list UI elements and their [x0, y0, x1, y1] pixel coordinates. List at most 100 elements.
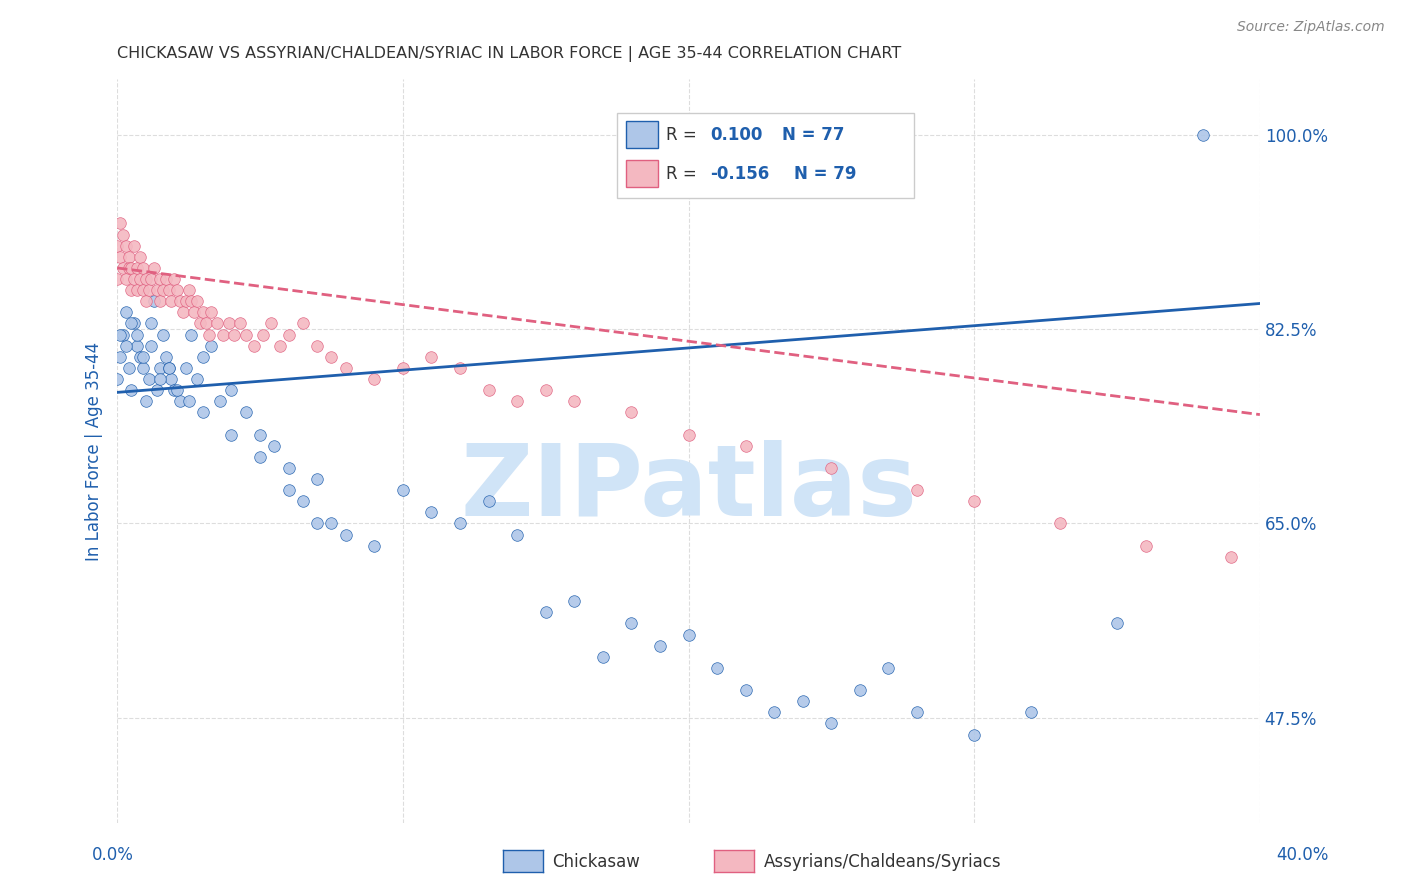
Point — [141, 272, 163, 286]
Point — [114, 305, 136, 319]
Point — [135, 272, 157, 286]
Point — [121, 383, 143, 397]
Point — [108, 327, 131, 342]
Point — [146, 383, 169, 397]
Point — [186, 372, 208, 386]
Point — [205, 317, 228, 331]
Point — [252, 327, 274, 342]
Point — [108, 250, 131, 264]
Point — [129, 272, 152, 286]
Text: ZIPatlas: ZIPatlas — [460, 440, 917, 537]
Point — [208, 394, 231, 409]
Point — [152, 327, 174, 342]
Point — [152, 283, 174, 297]
Point — [734, 439, 756, 453]
Text: 0.100: 0.100 — [710, 126, 762, 144]
Point — [792, 694, 814, 708]
Text: -0.156: -0.156 — [710, 165, 769, 183]
Point — [363, 372, 385, 386]
Point — [449, 516, 471, 531]
Point — [127, 283, 149, 297]
Point — [277, 327, 299, 342]
Point — [138, 283, 160, 297]
Text: 0.0%: 0.0% — [91, 846, 134, 863]
Text: Chickasaw: Chickasaw — [553, 853, 641, 871]
Point — [1105, 616, 1128, 631]
Point — [143, 260, 166, 275]
Point — [163, 383, 186, 397]
Point — [194, 317, 217, 331]
Point — [592, 649, 614, 664]
Point — [111, 327, 134, 342]
Point — [149, 294, 172, 309]
Point — [534, 383, 557, 397]
Point — [221, 383, 243, 397]
Point — [218, 317, 240, 331]
Point — [141, 317, 163, 331]
Point — [127, 260, 149, 275]
Point — [1135, 539, 1157, 553]
Point — [180, 294, 202, 309]
Point — [177, 394, 200, 409]
Point — [149, 360, 172, 375]
Point — [820, 716, 842, 731]
Point — [191, 305, 214, 319]
Point — [121, 260, 143, 275]
Point — [163, 272, 186, 286]
Point — [180, 327, 202, 342]
Point — [124, 317, 146, 331]
Point — [155, 272, 177, 286]
Point — [160, 372, 183, 386]
Text: R =: R = — [665, 165, 702, 183]
Point — [363, 539, 385, 553]
Point — [229, 317, 252, 331]
Point — [277, 483, 299, 498]
Point — [121, 317, 143, 331]
Point — [1021, 706, 1043, 720]
Point — [221, 427, 243, 442]
Point — [174, 360, 197, 375]
Point — [277, 461, 299, 475]
Point — [124, 272, 146, 286]
Point — [905, 706, 928, 720]
Point — [129, 350, 152, 364]
Point — [149, 272, 172, 286]
Point — [321, 350, 343, 364]
Point — [562, 594, 585, 608]
Point — [420, 505, 443, 519]
Point — [392, 360, 415, 375]
Point — [117, 260, 139, 275]
Point — [291, 494, 314, 508]
Point — [166, 283, 188, 297]
Point — [849, 683, 872, 698]
Point — [477, 494, 499, 508]
FancyBboxPatch shape — [617, 112, 914, 198]
Y-axis label: In Labor Force | Age 35-44: In Labor Force | Age 35-44 — [86, 342, 103, 561]
Point — [127, 327, 149, 342]
Point — [132, 260, 155, 275]
Point — [477, 383, 499, 397]
Point — [307, 339, 329, 353]
Point — [129, 250, 152, 264]
Point — [260, 317, 283, 331]
Text: R =: R = — [665, 126, 702, 144]
Point — [169, 394, 191, 409]
Point — [678, 427, 700, 442]
Point — [235, 405, 257, 419]
Point — [1191, 128, 1213, 142]
Point — [648, 639, 671, 653]
Point — [678, 627, 700, 641]
Point — [149, 372, 172, 386]
Point — [620, 616, 643, 631]
Point — [105, 272, 128, 286]
Point — [1049, 516, 1071, 531]
Point — [186, 294, 208, 309]
Point — [124, 238, 146, 252]
Point — [155, 350, 177, 364]
Point — [132, 350, 155, 364]
Point — [132, 360, 155, 375]
Point — [877, 661, 900, 675]
Point — [449, 360, 471, 375]
Point — [263, 439, 285, 453]
Point — [117, 250, 139, 264]
